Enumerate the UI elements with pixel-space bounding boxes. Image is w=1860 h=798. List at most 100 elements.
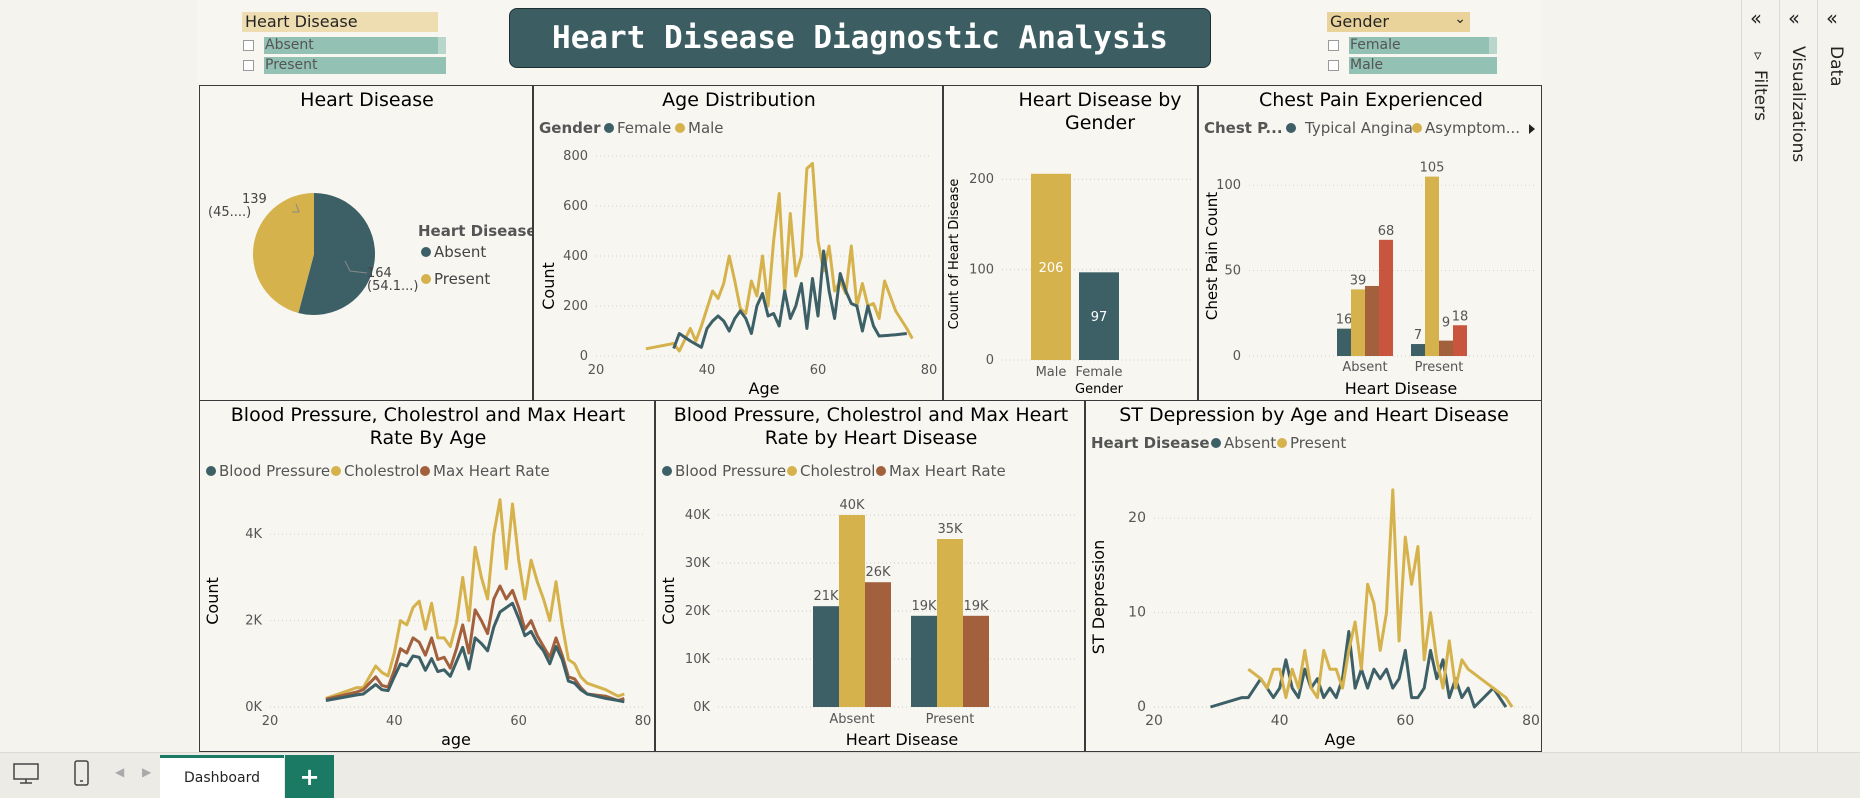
chart-bp-chol-hr-by-age[interactable]: Blood Pressure, Cholestrol and Max Heart… xyxy=(199,400,655,752)
legend-item-present[interactable]: Present xyxy=(1290,434,1346,452)
bar-absent-blood-pressure[interactable] xyxy=(813,606,839,707)
legend-title: Heart Disease xyxy=(1091,434,1210,452)
y-axis-title: ST Depression xyxy=(1089,540,1108,654)
data-pane-label[interactable]: Data xyxy=(1826,46,1846,87)
series-line-male[interactable] xyxy=(645,162,914,353)
legend-item-asymptomatic[interactable]: Asymptom... xyxy=(1425,119,1520,137)
scrollbar[interactable] xyxy=(1489,37,1497,54)
x-tick-label: 60 xyxy=(1396,713,1414,729)
chart-heart-disease-by-gender[interactable]: Heart Disease by Gender Gender Count of … xyxy=(943,85,1198,401)
bar-absent-max-heart-rate[interactable] xyxy=(865,582,891,707)
chart-title-line-2: Gender xyxy=(1065,112,1135,134)
legend-item-cholestrol[interactable]: Cholestrol xyxy=(800,462,875,480)
bar-present-cholestrol[interactable] xyxy=(937,539,963,707)
bar-absent-s2[interactable] xyxy=(1365,285,1379,356)
collapse-data-icon[interactable]: ‹‹ xyxy=(1826,6,1838,30)
chart-title: ST Depression by Age and Heart Disease xyxy=(1119,404,1509,426)
y-tick-label: 0 xyxy=(1233,349,1241,364)
chart-st-depression[interactable]: ST Depression by Age and Heart Disease H… xyxy=(1085,400,1542,752)
slicer-gender-title: Gender xyxy=(1330,12,1389,31)
series-line-absent[interactable] xyxy=(1210,630,1508,709)
slicer-option-female[interactable]: Female xyxy=(1328,37,1497,54)
series-line-female[interactable] xyxy=(672,249,907,350)
series-line-present[interactable] xyxy=(1247,488,1514,708)
mobile-view-icon[interactable] xyxy=(72,759,92,789)
series-line-cholestrol[interactable] xyxy=(325,498,625,700)
y-tick-label: 200 xyxy=(969,172,994,187)
bar-present-max-heart-rate[interactable] xyxy=(963,615,989,707)
legend-item-absent[interactable]: Absent xyxy=(1224,434,1276,452)
legend-swatch-absent xyxy=(421,247,431,257)
checkbox-male[interactable] xyxy=(1328,60,1339,71)
next-page-icon[interactable]: ▶ xyxy=(142,765,152,779)
legend-item-blood-pressure[interactable]: Blood Pressure xyxy=(219,462,330,480)
y-tick-label: 20K xyxy=(685,604,711,619)
visualizations-pane[interactable]: ‹‹ Visualizations xyxy=(1780,0,1818,752)
chart-heart-disease-pie[interactable]: Heart Disease 139 (45....) 164 (54.1...)… xyxy=(199,85,533,401)
collapse-filters-icon[interactable]: ‹‹ xyxy=(1750,6,1762,30)
chart-age-distribution[interactable]: Age Distribution Gender Female Male Age … xyxy=(533,85,943,401)
y-tick-label: 10K xyxy=(685,652,711,667)
visualizations-pane-label[interactable]: Visualizations xyxy=(1788,46,1808,163)
legend-item-present[interactable]: Present xyxy=(434,270,490,288)
bar-female[interactable] xyxy=(1079,272,1119,360)
checkbox-female[interactable] xyxy=(1328,40,1339,51)
legend-next-arrow-icon[interactable] xyxy=(1529,124,1535,134)
bar-male[interactable] xyxy=(1031,173,1071,360)
legend-swatch-present xyxy=(421,274,431,284)
slicer-gender-dropdown[interactable]: Gender ⌄ xyxy=(1327,11,1470,32)
legend-swatch-max-heart-rate xyxy=(420,466,430,476)
legend-title: Gender xyxy=(539,119,601,137)
legend-item-typical-angina[interactable]: Typical Angina xyxy=(1304,119,1413,137)
desktop-view-icon[interactable] xyxy=(12,761,42,787)
x-axis-title: Age xyxy=(749,379,780,398)
checkbox-present[interactable] xyxy=(243,60,254,71)
chevron-down-icon[interactable]: ⌄ xyxy=(1454,11,1466,27)
filters-pane-label[interactable]: Filters xyxy=(1750,70,1770,121)
bar-absent-cholestrol[interactable] xyxy=(839,515,865,707)
leader-line xyxy=(292,203,300,213)
legend-item-max-heart-rate[interactable]: Max Heart Rate xyxy=(433,462,550,480)
slicer-option-present[interactable]: Present xyxy=(243,57,446,74)
slicer-option-male[interactable]: Male xyxy=(1328,57,1497,74)
legend-item-absent[interactable]: Absent xyxy=(434,243,486,261)
x-tick-label: 60 xyxy=(510,714,527,729)
add-page-button[interactable]: + xyxy=(285,755,334,798)
pie[interactable] xyxy=(253,193,376,315)
bar-present-s1[interactable] xyxy=(1425,176,1439,356)
legend-item-female[interactable]: Female xyxy=(617,119,671,137)
legend-item-max-heart-rate[interactable]: Max Heart Rate xyxy=(889,462,1006,480)
bar-absent-s1[interactable] xyxy=(1351,289,1365,356)
pie-slice-present[interactable] xyxy=(253,193,314,313)
data-pane[interactable]: ‹‹ Data xyxy=(1818,0,1856,752)
collapse-visualizations-icon[interactable]: ‹‹ xyxy=(1788,6,1800,30)
x-tick-label: 20 xyxy=(588,363,605,378)
bar-present-s2[interactable] xyxy=(1439,340,1453,356)
bar-absent-s0[interactable] xyxy=(1337,328,1351,356)
checkbox-absent[interactable] xyxy=(243,40,254,51)
filters-pane[interactable]: ‹‹ ▿ Filters xyxy=(1742,0,1780,752)
series-line-blood-pressure[interactable] xyxy=(325,601,625,704)
prev-page-icon[interactable]: ◀ xyxy=(115,765,125,779)
bar-present-s3[interactable] xyxy=(1453,325,1467,356)
chart-title: Chest Pain Experienced xyxy=(1259,89,1483,111)
legend-item-blood-pressure[interactable]: Blood Pressure xyxy=(675,462,786,480)
bar-present-s0[interactable] xyxy=(1411,344,1425,356)
chart-chest-pain[interactable]: Chest Pain Experienced Chest P... Typica… xyxy=(1198,85,1542,401)
bar-present-blood-pressure[interactable] xyxy=(911,615,937,707)
legend-item-cholestrol[interactable]: Cholestrol xyxy=(344,462,419,480)
pie-slice-absent[interactable] xyxy=(298,193,376,315)
x-tick-label: 20 xyxy=(262,714,279,729)
leader-line xyxy=(344,260,368,274)
legend-item-male[interactable]: Male xyxy=(688,119,724,137)
chart-bp-chol-hr-by-heart-disease[interactable]: Blood Pressure, Cholestrol and Max Heart… xyxy=(655,400,1085,752)
x-tick-label: 40 xyxy=(699,363,716,378)
tab-dashboard[interactable]: Dashboard xyxy=(160,755,284,798)
bar-absent-s3[interactable] xyxy=(1379,239,1393,356)
scrollbar[interactable] xyxy=(438,37,446,54)
slicer-heart-disease-title[interactable]: Heart Disease xyxy=(242,12,438,32)
y-axis-title: Count xyxy=(539,262,558,310)
y-tick-label: 600 xyxy=(563,199,588,214)
slicer-option-absent[interactable]: Absent xyxy=(243,37,446,54)
chart-title: Heart Disease xyxy=(300,89,434,111)
